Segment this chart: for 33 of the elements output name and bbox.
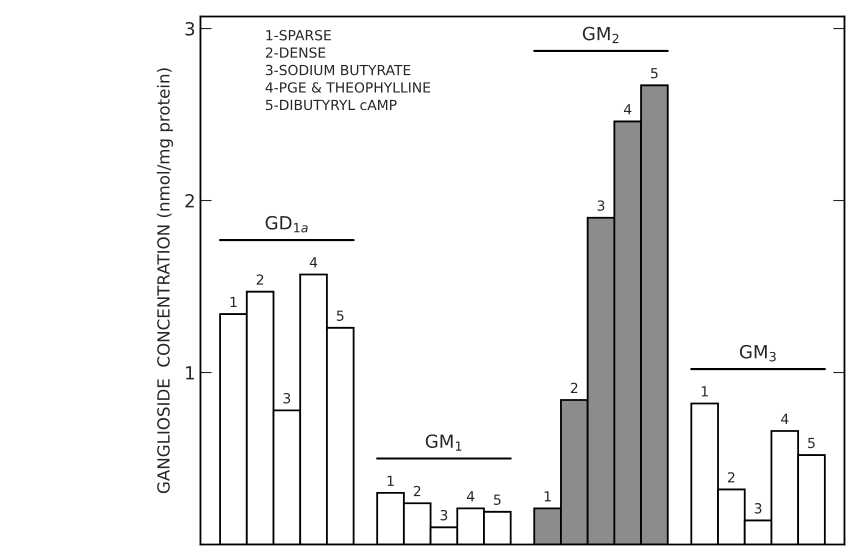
annotation: 1 <box>702 386 708 396</box>
annotation: 2 <box>414 486 420 496</box>
y-tick-label: 1 <box>186 366 194 380</box>
y-tick-label: 2 <box>185 194 194 208</box>
annotation: 1 <box>388 476 394 486</box>
annotation: 4 <box>466 491 474 502</box>
annotation: 5 <box>336 310 344 321</box>
annotation: 3-SODIUM BUTYRATE <box>266 64 410 76</box>
annotation: 2 <box>728 472 734 482</box>
annotation: 1-SPARSE <box>266 30 331 40</box>
annotation: 1 <box>544 491 551 502</box>
annotation: 5-DIBUTYRYL cAMP <box>266 100 397 110</box>
annotation: 4 <box>310 257 318 268</box>
annotation: 4 <box>781 414 788 424</box>
annotation: 4 <box>624 104 632 114</box>
annotation: 5 <box>651 68 658 78</box>
annotation: 5 <box>808 438 815 448</box>
x-tick-label: GM$_{2}$ <box>582 26 618 44</box>
y-axis-title: GANGLIOSIDE CONCENTRATION (nmol/mg protein) <box>156 68 173 494</box>
annotation: 2 <box>570 382 578 393</box>
annotation: 1 <box>230 296 237 307</box>
annotation: 3 <box>283 392 290 404</box>
y-tick-label: 3 <box>185 22 194 36</box>
annotation: 2-DENSE <box>266 47 326 58</box>
x-tick-label: GD$_{1a}$ <box>266 216 308 232</box>
x-tick-label: GM$_{1}$ <box>426 434 462 451</box>
annotation: 3 <box>754 503 762 514</box>
annotation: 3 <box>598 200 604 211</box>
x-tick-label: GM$_{3}$ <box>740 344 776 362</box>
annotation: 4-PGE & THEOPHYLLINE <box>266 82 430 93</box>
annotation: 2 <box>256 274 264 285</box>
annotation: 3 <box>440 510 448 520</box>
annotation: 5 <box>494 494 501 505</box>
